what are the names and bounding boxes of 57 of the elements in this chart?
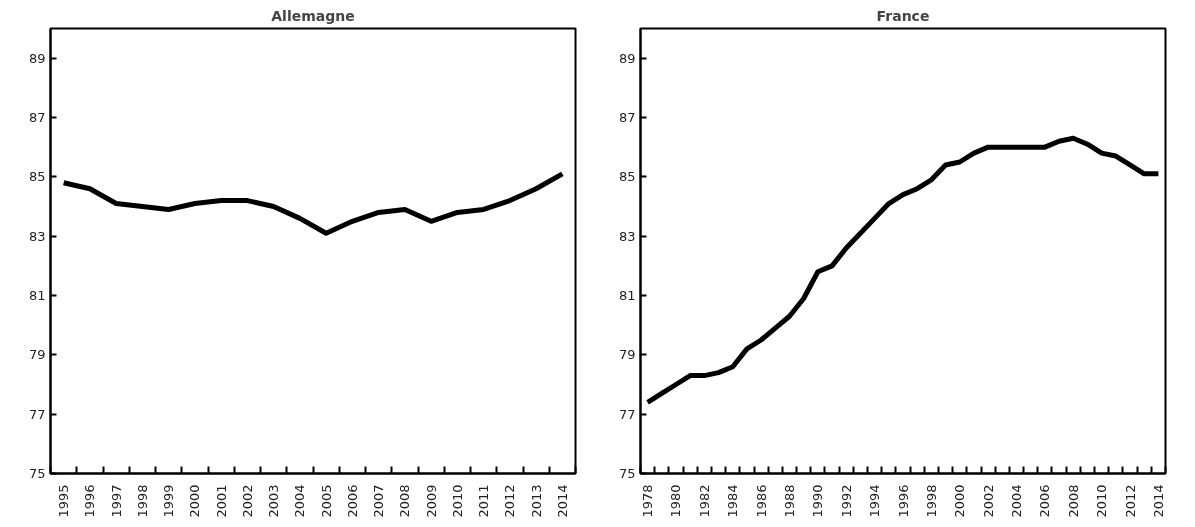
x-tick-label: 1998	[923, 484, 939, 518]
x-tick-label: 1980	[668, 484, 684, 518]
y-tick-label: 81	[618, 288, 636, 303]
y-tick-label: 75	[618, 466, 636, 481]
y-tick-label: 75	[28, 466, 46, 481]
y-tick-label: 87	[618, 110, 636, 125]
y-tick-label: 81	[28, 288, 46, 303]
y-tick-label: 77	[618, 406, 636, 422]
x-tick-label: 2008	[1065, 484, 1081, 518]
x-tick-label: 1999	[161, 484, 177, 518]
x-tick-label: 1997	[108, 484, 124, 518]
x-tick-label: 2014	[1150, 484, 1166, 518]
x-tick-label: 2007	[371, 484, 387, 518]
x-tick-label: 1995	[56, 484, 72, 518]
chart-title: Allemagne	[271, 7, 355, 24]
x-tick-label: 2005	[318, 484, 334, 518]
y-tick-label: 89	[28, 50, 46, 66]
x-tick-label: 2006	[1037, 484, 1053, 518]
y-tick-label: 83	[28, 228, 46, 244]
x-tick-label: 2012	[1122, 484, 1138, 518]
x-tick-label: 2003	[266, 484, 282, 518]
y-tick-label: 83	[618, 228, 636, 244]
y-tick-label: 87	[28, 110, 46, 125]
x-tick-label: 2002	[980, 484, 996, 518]
x-tick-label: 1994	[867, 484, 883, 518]
x-tick-label: 2000	[952, 484, 968, 518]
x-tick-label: 2000	[187, 484, 203, 518]
x-tick-label: 2006	[344, 484, 360, 518]
x-tick-label: 1996	[82, 484, 98, 518]
x-tick-label: 1992	[838, 484, 854, 518]
y-tick-label: 85	[618, 169, 636, 185]
x-tick-label: 2002	[239, 484, 255, 518]
x-tick-label: 2010	[1094, 484, 1110, 518]
x-tick-label: 2004	[1009, 484, 1025, 518]
x-tick-label: 2012	[502, 484, 518, 518]
x-tick-label: 1998	[134, 484, 150, 518]
x-tick-label: 1982	[696, 484, 712, 518]
y-tick-label: 89	[618, 50, 636, 66]
y-tick-label: 79	[618, 347, 636, 363]
x-tick-label: 2009	[423, 484, 439, 518]
x-tick-label: 2011	[476, 484, 492, 518]
y-tick-label: 79	[28, 347, 46, 363]
x-tick-label: 1978	[640, 484, 656, 518]
x-tick-label: 1996	[895, 484, 911, 518]
x-tick-label: 2013	[528, 484, 544, 518]
x-tick-label: 2014	[554, 484, 570, 518]
x-tick-label: 2001	[213, 484, 229, 518]
chart-title: France	[876, 7, 930, 24]
x-tick-label: 1990	[810, 484, 826, 518]
x-tick-label: 1988	[781, 484, 797, 518]
x-tick-label: 2010	[449, 484, 465, 518]
x-tick-label: 1984	[725, 484, 741, 518]
x-tick-label: 2008	[397, 484, 413, 518]
y-tick-label: 77	[28, 406, 46, 422]
x-tick-label: 2004	[292, 484, 308, 518]
y-tick-label: 85	[28, 169, 46, 185]
x-tick-label: 1986	[753, 484, 769, 518]
